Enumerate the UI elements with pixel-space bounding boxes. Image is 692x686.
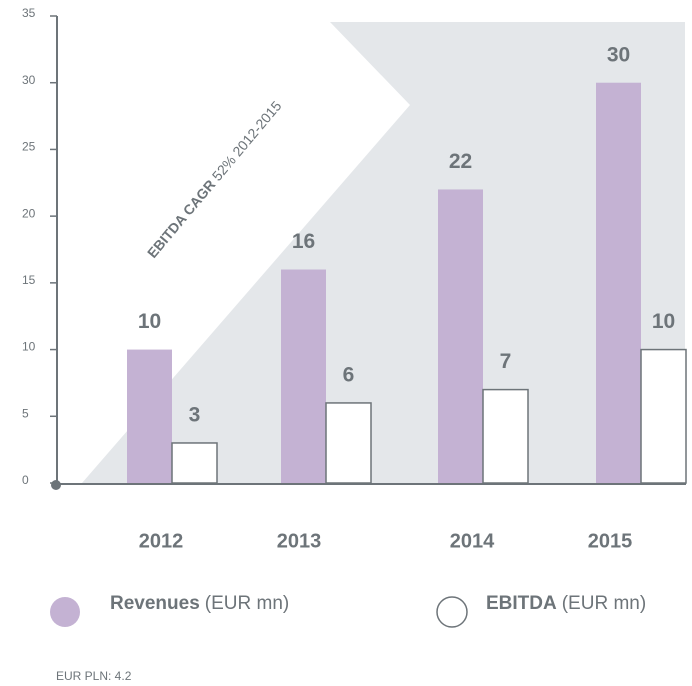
- legend-entry: EBITDA (EUR mn): [486, 593, 646, 614]
- legend-swatch: [50, 597, 80, 627]
- y-tick-label: 15: [22, 273, 36, 287]
- x-tick-label: 2014: [450, 530, 495, 552]
- y-tick-label: 20: [22, 206, 36, 220]
- annotation: EBITDA CAGR52% 2012-2015: [144, 97, 285, 260]
- data-label: 10: [652, 310, 675, 333]
- y-tick-label: 35: [22, 6, 36, 20]
- annotation-bold: EBITDA CAGR: [144, 176, 218, 260]
- bar: [325, 402, 372, 484]
- data-label: 7: [500, 350, 512, 373]
- legend-name: Revenues: [110, 593, 200, 614]
- y-tick-label: 30: [22, 73, 36, 87]
- legend-unit: (EUR mn): [562, 593, 646, 614]
- footnote: EUR PLN: 4.2: [56, 669, 132, 683]
- bar: [596, 82, 641, 483]
- data-label: 10: [138, 310, 161, 333]
- data-label: 3: [189, 404, 201, 427]
- data-label: 6: [343, 363, 355, 386]
- x-tick-label: 2015: [588, 530, 633, 552]
- x-tick-label: 2013: [277, 530, 322, 552]
- bar: [281, 269, 326, 483]
- bar: [438, 189, 483, 483]
- y-tick-label: 25: [22, 140, 36, 154]
- legend-unit: (EUR mn): [205, 593, 289, 614]
- background-shape: [82, 22, 685, 483]
- data-label: 16: [292, 230, 315, 253]
- y-tick-label: 10: [22, 340, 36, 354]
- data-label: 22: [449, 150, 472, 173]
- bar: [482, 388, 529, 484]
- y-tick-label: 0: [22, 473, 29, 487]
- legend-swatch: [436, 596, 468, 628]
- y-tick-label: 5: [22, 406, 29, 420]
- axis-origin: [51, 480, 61, 490]
- annotation-text: 52% 2012-2015: [208, 97, 284, 183]
- data-label: 30: [607, 43, 630, 66]
- bar: [171, 442, 218, 484]
- bar: [127, 349, 172, 483]
- legend-entry: Revenues (EUR mn): [110, 593, 289, 614]
- x-tick-label: 2012: [139, 530, 184, 552]
- legend-name: EBITDA: [486, 593, 557, 614]
- bar: [640, 348, 687, 484]
